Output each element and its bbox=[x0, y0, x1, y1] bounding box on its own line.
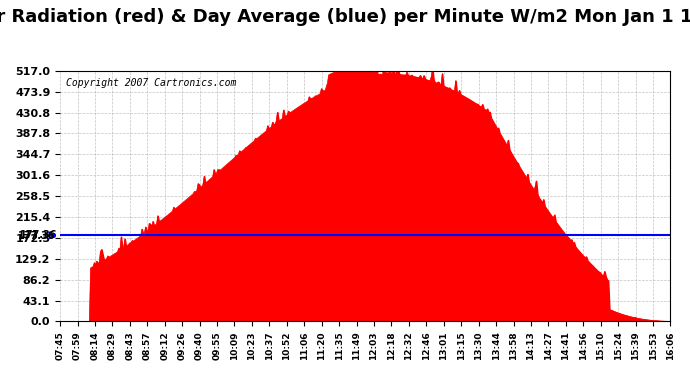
Text: Solar Radiation (red) & Day Average (blue) per Minute W/m2 Mon Jan 1 16:33: Solar Radiation (red) & Day Average (blu… bbox=[0, 8, 690, 26]
Text: Copyright 2007 Cartronics.com: Copyright 2007 Cartronics.com bbox=[66, 78, 237, 88]
Text: 177.36: 177.36 bbox=[20, 230, 57, 240]
